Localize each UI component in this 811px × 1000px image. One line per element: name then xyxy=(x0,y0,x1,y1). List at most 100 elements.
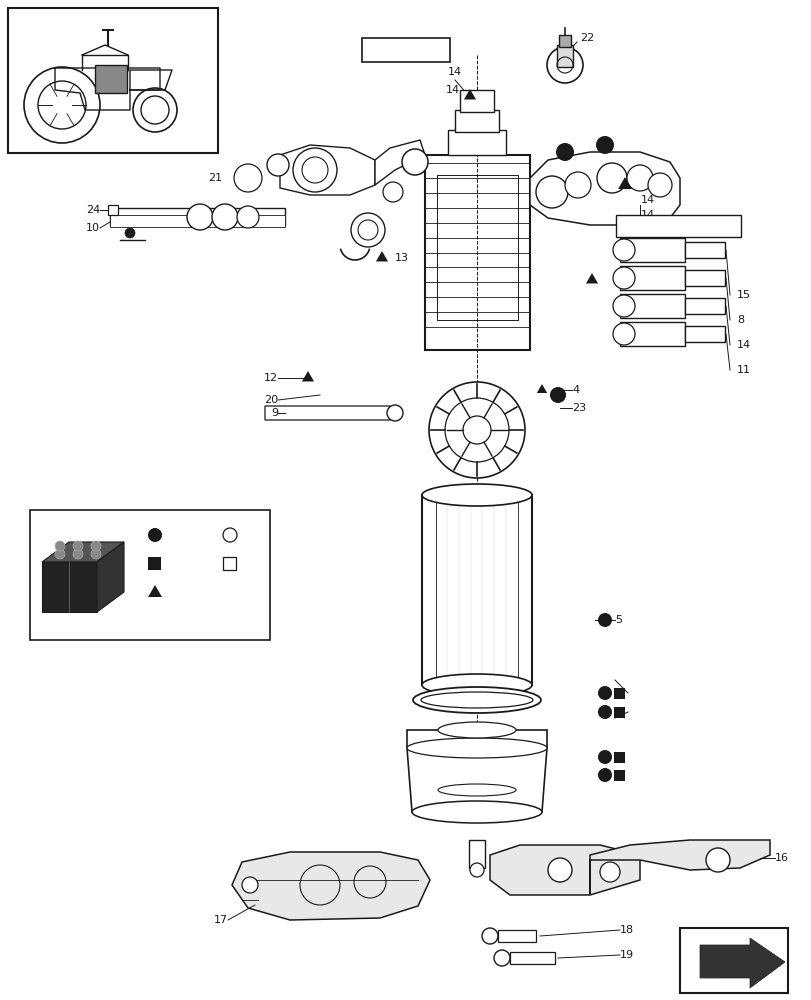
Bar xyxy=(509,952,554,964)
Bar xyxy=(616,215,740,237)
Bar xyxy=(620,266,684,290)
Circle shape xyxy=(547,47,582,83)
Circle shape xyxy=(401,149,427,175)
Bar xyxy=(95,65,127,93)
Bar xyxy=(148,556,161,570)
Bar xyxy=(424,155,530,350)
Circle shape xyxy=(612,239,634,261)
Circle shape xyxy=(212,204,238,230)
Circle shape xyxy=(55,541,65,551)
Text: 20: 20 xyxy=(264,395,277,405)
Circle shape xyxy=(597,750,611,764)
Polygon shape xyxy=(617,177,631,189)
Circle shape xyxy=(383,182,402,202)
Circle shape xyxy=(612,267,634,289)
Circle shape xyxy=(444,398,508,462)
Text: = 7: = 7 xyxy=(242,530,262,540)
Bar xyxy=(108,205,118,215)
Polygon shape xyxy=(536,384,547,393)
Circle shape xyxy=(597,705,611,719)
Circle shape xyxy=(267,154,289,176)
Bar xyxy=(8,8,217,153)
Circle shape xyxy=(462,416,491,444)
Bar xyxy=(448,130,505,155)
Text: KIT: KIT xyxy=(75,582,92,591)
Circle shape xyxy=(612,295,634,317)
Circle shape xyxy=(612,323,634,345)
Circle shape xyxy=(387,405,402,421)
Polygon shape xyxy=(375,140,424,185)
Circle shape xyxy=(597,768,611,782)
Bar xyxy=(422,495,531,685)
Circle shape xyxy=(599,862,620,882)
Circle shape xyxy=(234,164,262,192)
Polygon shape xyxy=(590,840,769,895)
Circle shape xyxy=(223,528,237,542)
Polygon shape xyxy=(463,89,475,100)
Bar xyxy=(684,242,724,258)
Circle shape xyxy=(148,528,162,542)
Circle shape xyxy=(556,143,573,161)
Text: = 3: = 3 xyxy=(167,588,187,598)
Circle shape xyxy=(354,866,385,898)
Circle shape xyxy=(187,204,212,230)
Text: 18: 18 xyxy=(620,925,633,935)
Polygon shape xyxy=(280,145,375,195)
Bar xyxy=(614,706,624,718)
Text: 4: 4 xyxy=(571,385,578,395)
Circle shape xyxy=(299,865,340,905)
Polygon shape xyxy=(406,730,547,812)
Bar xyxy=(469,840,484,868)
Bar xyxy=(614,770,624,780)
Polygon shape xyxy=(148,585,161,597)
Text: 11: 11 xyxy=(736,365,750,375)
Bar xyxy=(362,38,449,62)
Polygon shape xyxy=(530,152,679,225)
Bar xyxy=(684,326,724,342)
Circle shape xyxy=(73,549,83,559)
Bar xyxy=(30,510,270,640)
Bar xyxy=(620,238,684,262)
Polygon shape xyxy=(109,208,285,225)
Circle shape xyxy=(547,858,571,882)
Bar xyxy=(614,688,624,698)
Circle shape xyxy=(242,877,258,893)
Bar xyxy=(620,294,684,318)
Text: KIT: KIT xyxy=(49,582,67,591)
Polygon shape xyxy=(586,273,598,284)
Polygon shape xyxy=(97,542,124,612)
Polygon shape xyxy=(699,960,719,978)
Text: 24: 24 xyxy=(86,205,100,215)
Bar xyxy=(620,322,684,346)
Bar xyxy=(684,270,724,286)
Text: 10: 10 xyxy=(86,223,100,233)
Bar xyxy=(460,90,493,112)
Bar xyxy=(679,928,787,993)
Circle shape xyxy=(428,382,525,478)
Circle shape xyxy=(626,165,652,191)
Text: 14: 14 xyxy=(736,340,750,350)
Ellipse shape xyxy=(411,801,541,823)
Circle shape xyxy=(237,206,259,228)
Circle shape xyxy=(705,848,729,872)
Text: 15: 15 xyxy=(736,290,750,300)
Bar xyxy=(614,752,624,762)
Circle shape xyxy=(597,686,611,700)
Bar xyxy=(497,930,535,942)
Circle shape xyxy=(358,220,378,240)
Circle shape xyxy=(549,387,565,403)
Text: 21: 21 xyxy=(208,173,221,183)
Bar xyxy=(558,35,570,47)
Circle shape xyxy=(350,213,384,247)
Circle shape xyxy=(647,173,672,197)
Text: = 6: = 6 xyxy=(242,558,262,568)
Polygon shape xyxy=(42,562,97,612)
Text: 14: 14 xyxy=(448,67,461,77)
Circle shape xyxy=(302,157,328,183)
Circle shape xyxy=(125,228,135,238)
Circle shape xyxy=(493,950,509,966)
Bar xyxy=(454,110,499,132)
Ellipse shape xyxy=(422,484,531,506)
Circle shape xyxy=(293,148,337,192)
Text: 12: 12 xyxy=(264,373,277,383)
